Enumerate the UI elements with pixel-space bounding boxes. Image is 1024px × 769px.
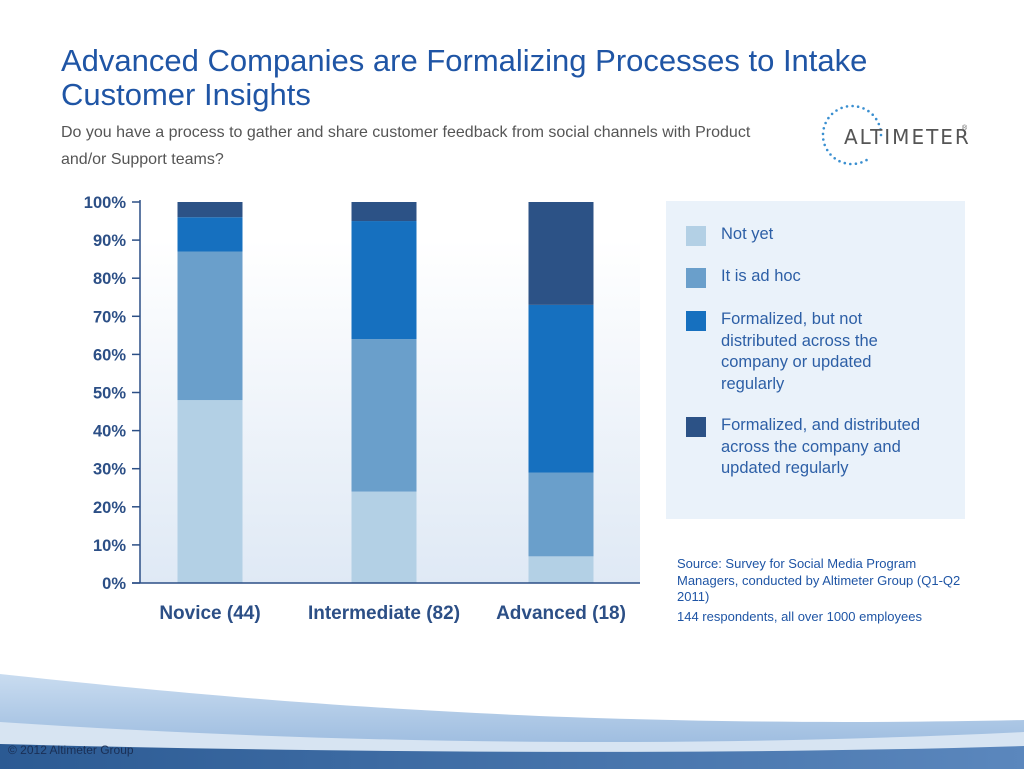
logo-dot <box>871 113 874 116</box>
source-note: Source: Survey for Social Media Program … <box>677 556 961 604</box>
logo-dot <box>838 159 841 163</box>
logo-dot <box>849 162 852 166</box>
logo-dot <box>821 132 825 136</box>
logo-dot <box>854 162 858 165</box>
x-tick-label-novice-44: Novice (44) <box>159 603 260 624</box>
x-tick-label-advanced-18: Advanced (18) <box>496 603 626 624</box>
bar-segment-novice-44-formalized-not-distributed <box>177 217 243 252</box>
bar-segment-advanced-18-not-yet <box>528 556 594 583</box>
page-title: Advanced Companies are Formalizing Proce… <box>61 43 868 112</box>
logo-dot <box>840 106 843 110</box>
logo-dot <box>824 121 827 125</box>
legend-item-ad-hoc: It is ad hoc <box>686 266 921 288</box>
y-tick-label: 100% <box>84 194 127 212</box>
logo-dot <box>830 112 834 116</box>
logo-dot <box>845 105 849 108</box>
legend-swatch-formalized-distributed <box>686 417 706 437</box>
bar-segment-novice-44-not-yet <box>177 400 243 583</box>
bar-segment-advanced-18-formalized-not-distributed <box>528 304 594 473</box>
y-tick-label: 90% <box>93 232 126 250</box>
logo-dot <box>879 133 883 137</box>
logo-dot <box>822 127 826 130</box>
logo-dot <box>835 109 838 112</box>
bar-segment-intermediate-82-not-yet <box>351 491 417 583</box>
y-tick-label: 50% <box>93 385 126 403</box>
altimeter-logo: ALTIMETER ® <box>816 102 976 168</box>
logo-dots-icon <box>821 104 883 166</box>
footer-wave <box>0 674 1024 769</box>
logo-dot <box>825 148 829 152</box>
legend-item-formalized-distributed: Formalized, and distributed across the c… <box>686 415 921 480</box>
bar-segment-intermediate-82-formalized-distributed <box>351 202 417 222</box>
logo-dot <box>823 143 826 147</box>
logo-dot <box>856 105 860 108</box>
legend-label-formalized-distributed: Formalized, and distributed across the c… <box>721 416 921 477</box>
y-tick-label: 0% <box>102 575 126 593</box>
bar-segment-novice-44-ad-hoc <box>177 251 243 401</box>
legend-swatch-not-yet <box>686 226 706 246</box>
y-tick-label: 10% <box>93 537 126 555</box>
logo-registered-mark: ® <box>962 125 968 132</box>
y-tick-label: 30% <box>93 461 126 479</box>
logo-dot <box>879 128 882 131</box>
logo-dot <box>829 153 832 156</box>
y-tick-label: 70% <box>93 308 126 326</box>
legend-item-formalized-not-distributed: Formalized, but not distributed across t… <box>686 309 921 395</box>
stacked-bar-chart: 0% 10% 20% 30% 40% 50% 60% 70% 80% 90% 100% Novice … <box>84 194 640 624</box>
logo-dot <box>865 158 868 162</box>
logo-dot <box>822 138 825 141</box>
legend-label-formalized-not-distributed: Formalized, but not distributed across t… <box>721 310 878 393</box>
y-tick-label: 20% <box>93 499 126 517</box>
page-subtitle: Do you have a process to gather and shar… <box>61 124 751 168</box>
copyright: © 2012 Altimeter Group <box>8 743 134 757</box>
logo-dot <box>877 122 881 126</box>
legend-label-not-yet: Not yet <box>721 225 774 243</box>
legend-swatch-formalized-not-distributed <box>686 311 706 331</box>
bar-segment-intermediate-82-formalized-not-distributed <box>351 221 417 340</box>
bar-segment-novice-44-formalized-distributed <box>177 202 243 218</box>
legend-label-ad-hoc: It is ad hoc <box>721 267 801 285</box>
logo-dot <box>833 157 836 160</box>
logo-dot <box>827 116 830 120</box>
logo-dot <box>860 161 863 164</box>
logo-dot <box>843 161 847 165</box>
x-tick-label-intermediate-82: Intermediate (82) <box>308 603 460 624</box>
legend: Not yet It is ad hoc Formalized, but not… <box>666 201 965 519</box>
logo-text: ALTIMETER <box>844 125 971 149</box>
logo-dot <box>851 104 854 108</box>
logo-dot <box>862 107 865 110</box>
bar-segment-advanced-18-ad-hoc <box>528 472 594 557</box>
logo-dot <box>874 117 878 121</box>
y-tick-label: 40% <box>93 423 126 441</box>
y-tick-label: 60% <box>93 346 126 364</box>
y-tick-label: 80% <box>93 270 126 288</box>
logo-dot <box>867 109 870 113</box>
bar-segment-intermediate-82-ad-hoc <box>351 339 417 492</box>
bar-segment-advanced-18-formalized-distributed <box>528 202 594 305</box>
legend-swatch-ad-hoc <box>686 268 706 288</box>
respondents-note: 144 respondents, all over 1000 employees <box>677 609 922 624</box>
legend-item-not-yet: Not yet <box>686 224 921 246</box>
